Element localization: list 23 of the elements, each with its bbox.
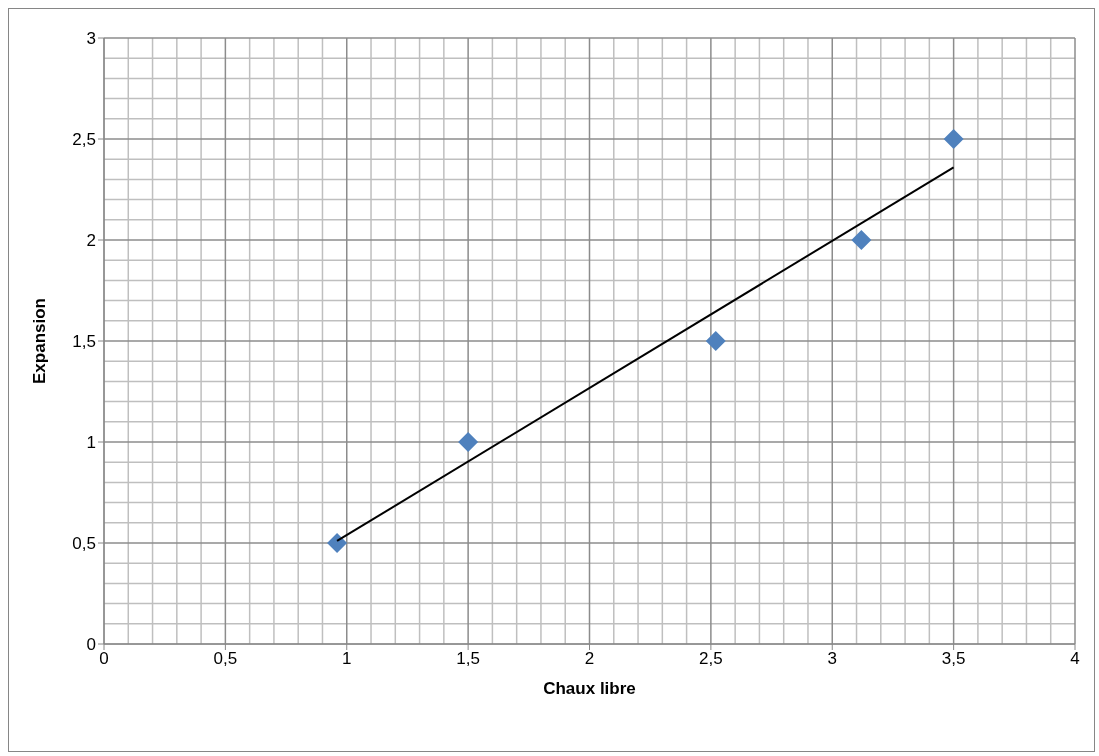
x-tick-label: 0,5 (213, 649, 238, 669)
y-tick-label: 1 (86, 433, 96, 453)
y-tick-label: 3 (86, 29, 96, 49)
x-tick-label: 3,5 (941, 649, 966, 669)
x-tick-label: 1 (342, 649, 352, 669)
x-tick-label: 4 (1070, 649, 1080, 669)
y-tick-label: 2,5 (72, 130, 96, 150)
point (943, 129, 964, 149)
y-tick-label: 2 (86, 231, 96, 251)
x-axis-title: Chaux libre (543, 679, 636, 698)
point (705, 331, 726, 351)
y-tick-label: 0 (86, 635, 96, 655)
point (851, 230, 872, 250)
y-tick-label: 1,5 (72, 332, 96, 352)
x-tick-label: 3 (827, 649, 837, 669)
y-tick-label: 0,5 (72, 534, 96, 554)
point (327, 533, 348, 553)
x-tick-label: 0 (99, 649, 109, 669)
point (458, 432, 479, 452)
x-tick-label: 1,5 (456, 649, 480, 669)
y-axis-title: Expansion (30, 298, 50, 384)
x-tick-label: 2,5 (699, 649, 723, 669)
x-tick-label: 2 (584, 649, 595, 669)
